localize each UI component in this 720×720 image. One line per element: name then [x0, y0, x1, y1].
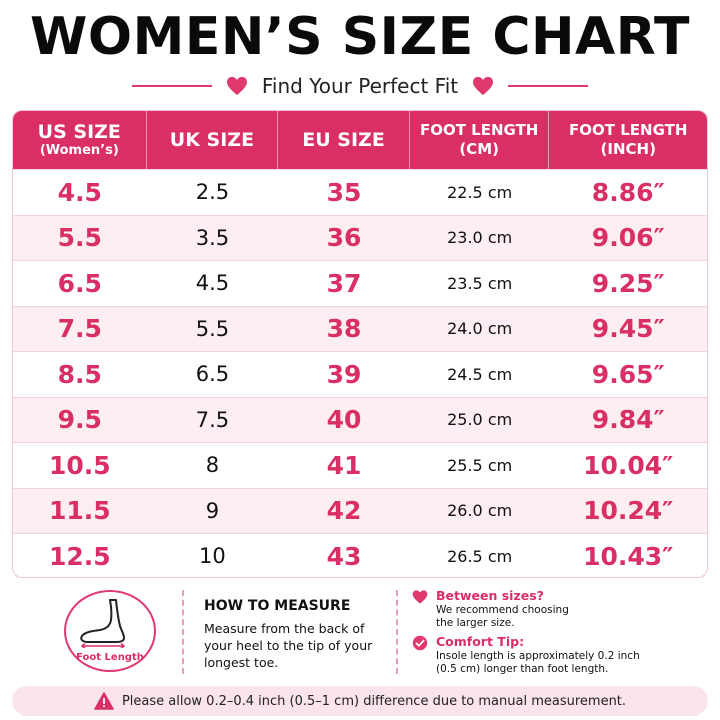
- header-foot-length-cm: FOOT LENGTH (CM): [410, 111, 550, 169]
- header-uk-size: UK SIZE: [147, 111, 279, 169]
- cell-uk: 4.5: [195, 271, 230, 296]
- size-table: US SIZE (Women’s) UK SIZE EU SIZE FOOT L…: [12, 110, 708, 578]
- divider-left: [131, 85, 212, 87]
- table-row: 11.5 9 42 26.0 cm 10.24″: [13, 487, 707, 533]
- foot-icon: [80, 599, 126, 648]
- how-to-text: Measure from the back of your heel to th…: [204, 621, 373, 670]
- page-title: WOMEN’S SIZE CHART: [30, 7, 690, 67]
- cell-eu: 35: [326, 177, 362, 207]
- cell-uk: 3.5: [195, 225, 230, 250]
- measure-section: Foot Length HOW TO MEASURE Measure from …: [0, 584, 720, 680]
- cell-eu: 40: [326, 405, 362, 435]
- cell-inch: 9.65″: [591, 359, 665, 389]
- foot-length-label: Foot Length: [76, 652, 144, 663]
- cell-cm: 24.0 cm: [447, 319, 513, 339]
- subtitle: Find Your Perfect Fit: [261, 74, 459, 98]
- table-row: 9.5 7.5 40 25.0 cm 9.84″: [13, 396, 707, 442]
- header-eu-label: EU SIZE: [302, 129, 385, 151]
- cell-us: 5.5: [57, 223, 102, 253]
- cell-eu: 43: [326, 541, 362, 571]
- cell-inch: 10.24″: [583, 496, 674, 526]
- cell-eu: 37: [326, 268, 362, 298]
- divider-right: [508, 85, 589, 87]
- cell-cm: 25.0 cm: [447, 410, 513, 430]
- comfort-tip-text: Insole length is approximately 0.2 inch …: [436, 650, 640, 675]
- table-row: 7.5 5.5 38 24.0 cm 9.45″: [13, 305, 707, 351]
- foot-length-badge: Foot Length: [64, 590, 156, 672]
- measurement-notice: Please allow 0.2–0.4 inch (0.5–1 cm) dif…: [12, 686, 708, 716]
- cell-us: 8.5: [57, 359, 102, 389]
- cell-cm: 24.5 cm: [447, 364, 513, 384]
- cell-eu: 42: [326, 496, 362, 526]
- heart-icon: [473, 76, 494, 96]
- between-sizes-text: We recommend choosing the larger size.: [436, 604, 569, 629]
- cell-us: 6.5: [57, 268, 102, 298]
- cell-uk: 6.5: [195, 362, 230, 387]
- cell-uk: 10: [199, 544, 226, 569]
- table-row: 4.5 2.5 35 22.5 cm 8.86″: [13, 169, 707, 215]
- cell-uk: 9: [205, 498, 220, 523]
- cell-cm: 23.5 cm: [447, 273, 513, 293]
- cell-cm: 22.5 cm: [447, 182, 513, 202]
- check-circle-icon: [412, 635, 428, 651]
- header-cm-label: FOOT LENGTH: [419, 121, 539, 139]
- cell-inch: 8.86″: [591, 177, 665, 207]
- heart-icon: [412, 590, 428, 604]
- cell-inch: 10.43″: [583, 541, 674, 571]
- notice-text: Please allow 0.2–0.4 inch (0.5–1 cm) dif…: [121, 693, 627, 709]
- header-us-size: US SIZE (Women’s): [13, 111, 147, 169]
- cell-cm: 26.5 cm: [447, 546, 513, 566]
- cell-inch: 9.06″: [591, 223, 665, 253]
- between-sizes-title: Between sizes?: [436, 588, 544, 603]
- warning-icon: [94, 692, 114, 710]
- cell-us: 10.5: [48, 450, 111, 480]
- cell-uk: 7.5: [195, 407, 230, 432]
- divider: [396, 590, 398, 674]
- cell-inch: 9.45″: [591, 314, 665, 344]
- header-uk-label: UK SIZE: [169, 129, 255, 151]
- header-eu-size: EU SIZE: [278, 111, 410, 169]
- cell-cm: 26.0 cm: [447, 501, 513, 521]
- header-inch-label: FOOT LENGTH: [569, 121, 688, 139]
- divider: [182, 590, 184, 674]
- heart-icon: [226, 76, 247, 96]
- cell-us: 4.5: [57, 177, 102, 207]
- cell-inch: 10.04″: [583, 450, 674, 480]
- cell-cm: 23.0 cm: [447, 228, 513, 248]
- header-inch-sublabel: (INCH): [600, 140, 656, 158]
- cell-uk: 2.5: [195, 180, 230, 205]
- header-foot-length-inch: FOOT LENGTH (INCH): [549, 111, 707, 169]
- table-row: 8.5 6.5 39 24.5 cm 9.65″: [13, 351, 707, 397]
- cell-us: 9.5: [57, 405, 102, 435]
- header-us-sublabel: (Women’s): [39, 143, 119, 158]
- cell-us: 7.5: [57, 314, 102, 344]
- cell-us: 11.5: [48, 496, 111, 526]
- cell-inch: 9.25″: [591, 268, 665, 298]
- cell-eu: 38: [326, 314, 362, 344]
- cell-uk: 8: [205, 453, 220, 478]
- table-header: US SIZE (Women’s) UK SIZE EU SIZE FOOT L…: [13, 111, 707, 169]
- table-row: 12.5 10 43 26.5 cm 10.43″: [13, 533, 707, 577]
- cell-us: 12.5: [48, 541, 111, 571]
- how-to-title: HOW TO MEASURE: [204, 598, 351, 614]
- header-us-label: US SIZE: [37, 121, 121, 143]
- table-row: 6.5 4.5 37 23.5 cm 9.25″: [13, 260, 707, 306]
- cell-inch: 9.84″: [591, 405, 665, 435]
- cell-eu: 41: [326, 450, 362, 480]
- cell-eu: 36: [326, 223, 362, 253]
- cell-uk: 5.5: [195, 316, 230, 341]
- cell-cm: 25.5 cm: [447, 455, 513, 475]
- table-row: 5.5 3.5 36 23.0 cm 9.06″: [13, 214, 707, 260]
- header-cm-sublabel: (CM): [459, 140, 499, 158]
- table-row: 10.5 8 41 25.5 cm 10.04″: [13, 442, 707, 488]
- cell-eu: 39: [326, 359, 362, 389]
- subtitle-row: Find Your Perfect Fit: [0, 70, 720, 102]
- comfort-tip-title: Comfort Tip:: [436, 634, 525, 649]
